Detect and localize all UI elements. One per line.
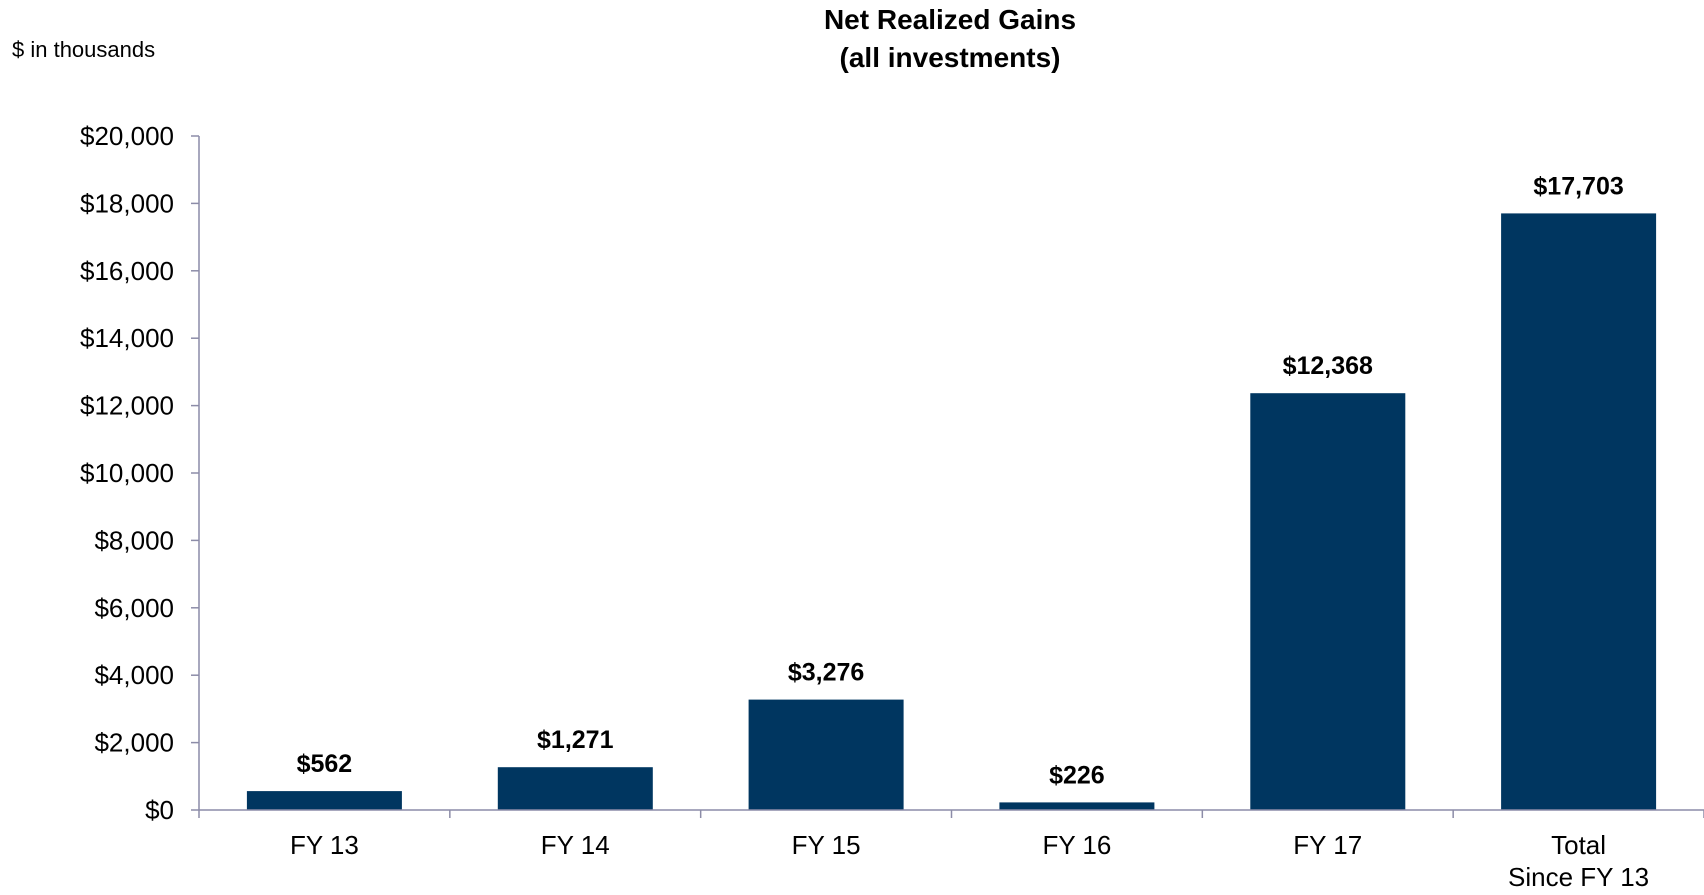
bar-1: [497, 767, 653, 810]
bar-5: [1501, 213, 1657, 810]
x-tick-label-2-0: FY 15: [792, 830, 861, 860]
y-tick-label-5: $10,000: [80, 458, 174, 488]
data-label-4: $12,368: [1283, 352, 1373, 380]
data-label-0: $562: [297, 750, 353, 778]
y-tick-label-3: $6,000: [94, 593, 174, 623]
y-tick-label-0: $0: [145, 795, 174, 825]
bar-0: [246, 791, 402, 810]
y-tick-label-4: $8,000: [94, 525, 174, 555]
y-tick-label-10: $20,000: [80, 121, 174, 151]
data-label-2: $3,276: [788, 659, 864, 687]
x-tick-label-5-0: Total: [1551, 830, 1606, 860]
y-tick-label-8: $16,000: [80, 256, 174, 286]
x-tick-label-4-0: FY 17: [1293, 830, 1362, 860]
chart-title-line-2: (all investments): [840, 42, 1061, 73]
chart-unit-label: $ in thousands: [12, 37, 155, 62]
x-tick-label-3-0: FY 16: [1042, 830, 1111, 860]
x-tick-label-0-0: FY 13: [290, 830, 359, 860]
bar-3: [999, 802, 1155, 810]
y-tick-label-6: $12,000: [80, 391, 174, 421]
bar-4: [1250, 393, 1406, 810]
y-tick-label-9: $18,000: [80, 188, 174, 218]
plot-area: $0 $2,000 $4,000 $6,000 $8,000 $10,000 $12,000…: [80, 121, 1704, 892]
y-tick-label-2: $4,000: [94, 660, 174, 690]
y-tick-label-1: $2,000: [94, 728, 174, 758]
chart-title-line-1: Net Realized Gains: [824, 4, 1076, 35]
x-tick-label-5-1: Since FY 13: [1508, 862, 1649, 892]
data-label-3: $226: [1049, 761, 1105, 789]
x-tick-label-1-0: FY 14: [541, 830, 610, 860]
data-label-1: $1,271: [537, 726, 614, 754]
y-tick-label-7: $14,000: [80, 323, 174, 353]
data-label-5: $17,703: [1533, 172, 1623, 200]
bar-2: [748, 699, 904, 810]
